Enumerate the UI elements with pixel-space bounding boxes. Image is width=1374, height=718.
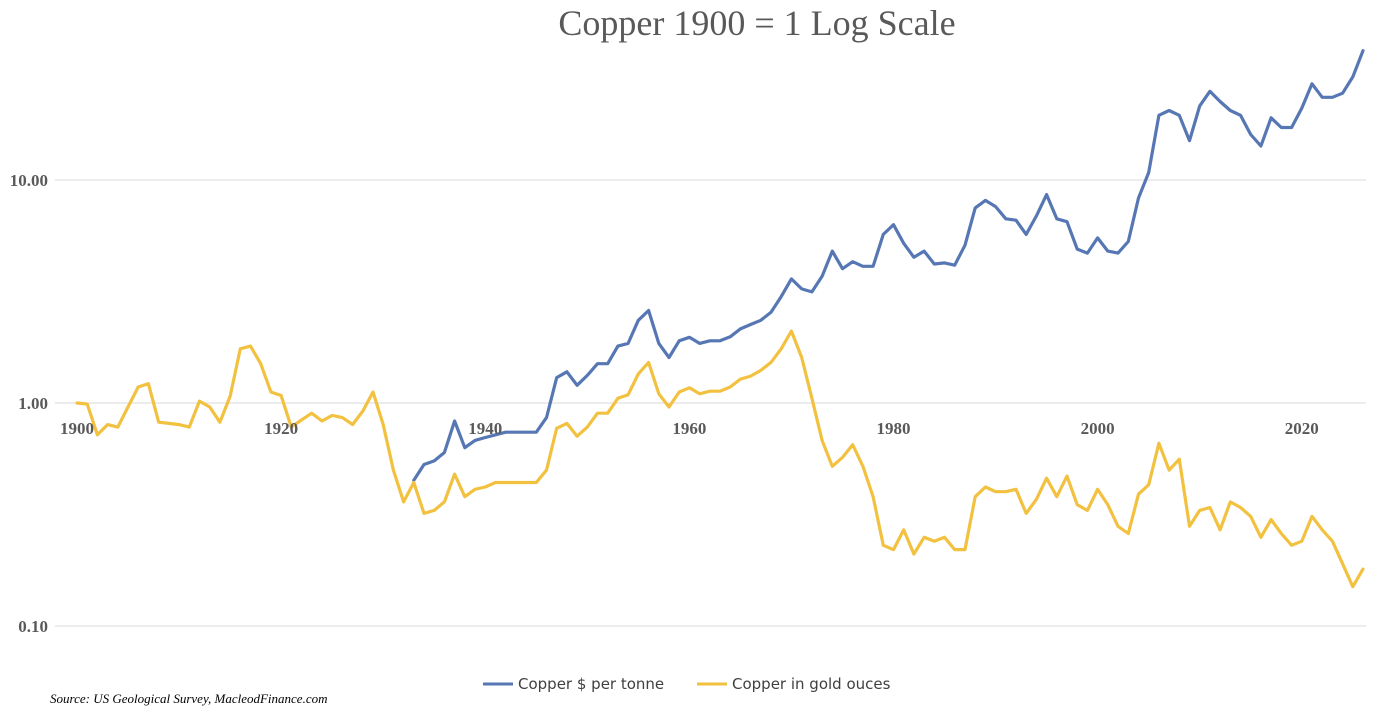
series-line-0 [412, 49, 1365, 482]
gridlines [55, 179, 1366, 627]
y-tick-label: 10.00 [10, 171, 48, 190]
series-lines [75, 49, 1365, 589]
y-tick-label: 1.00 [18, 394, 48, 413]
x-tick-label: 1900 [60, 419, 94, 438]
y-tick-label: 0.10 [18, 617, 48, 636]
legend-label-copper-usd: Copper $ per tonne [518, 675, 664, 693]
x-tick-label: 1960 [672, 419, 706, 438]
chart-title: Copper 1900 = 1 Log Scale [558, 3, 955, 43]
legend-label-copper-gold: Copper in gold ouces [732, 675, 891, 693]
x-tick-label: 2000 [1081, 419, 1115, 438]
y-axis-tick-labels: 10.00 1.00 0.10 [10, 171, 48, 636]
x-axis-tick-labels: 1900 1920 1940 1960 1980 2000 2020 [60, 419, 1319, 438]
legend: Copper $ per tonne Copper in gold ouces [483, 675, 891, 693]
source-note: Source: US Geological Survey, MacleodFin… [50, 691, 327, 706]
x-tick-label: 1980 [877, 419, 911, 438]
x-tick-label: 1940 [468, 419, 502, 438]
x-tick-label: 2020 [1285, 419, 1319, 438]
series-line-1 [75, 329, 1365, 589]
x-tick-label: 1920 [264, 419, 298, 438]
